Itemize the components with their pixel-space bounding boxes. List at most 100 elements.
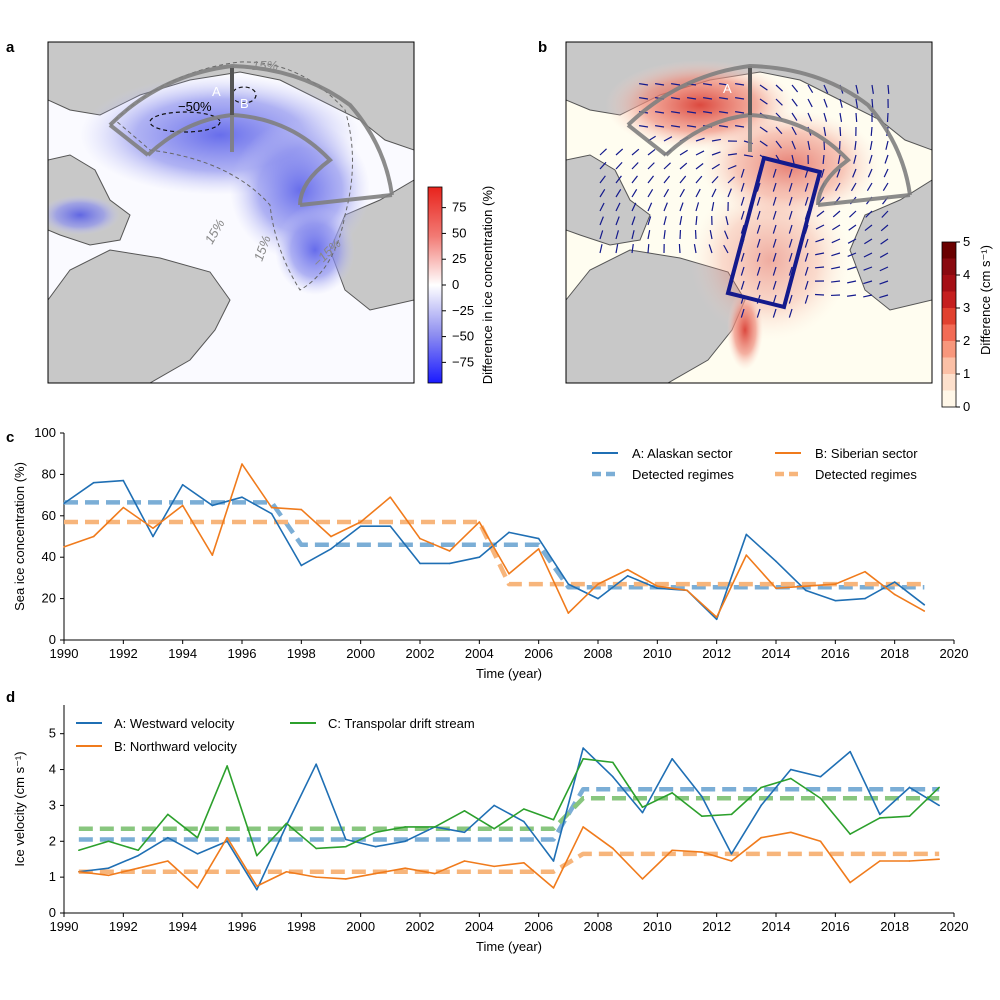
data-point: [92, 481, 95, 484]
velocity-arrow: [756, 238, 761, 248]
velocity-arrow: [853, 154, 857, 164]
velocity-arrow: [631, 230, 635, 240]
velocity-arrow: [725, 216, 729, 226]
data-point: [730, 853, 733, 855]
velocity-arrow: [879, 294, 889, 299]
data-point: [404, 826, 406, 828]
velocity-arrow: [804, 252, 809, 262]
x-tick-label: 2004: [465, 646, 494, 661]
velocity-arrow: [709, 230, 713, 240]
data-point: [107, 840, 110, 843]
map-b-land-canada: [566, 154, 651, 246]
velocity-arrow: [615, 244, 619, 254]
y-tick-label: 5: [49, 726, 56, 741]
map-b-transpolar-box: [725, 155, 823, 310]
velocity-arrow: [822, 154, 825, 165]
panel-d-letter: d: [6, 689, 15, 706]
x-tick-label: 2010: [643, 919, 672, 934]
x-tick-label: 1992: [109, 646, 138, 661]
velocity-arrow: [788, 266, 793, 276]
x-tick-label: 2002: [406, 646, 435, 661]
velocity-arrow: [869, 140, 873, 150]
x-tick-label: 2000: [346, 646, 375, 661]
data-point: [760, 836, 762, 839]
velocity-arrow: [788, 168, 793, 178]
velocity-arrow: [615, 148, 624, 156]
colorbar-b-segment: [942, 390, 956, 407]
velocity-arrow: [788, 224, 793, 234]
x-tick-label: 2016: [821, 646, 850, 661]
velocity-arrow: [756, 182, 761, 192]
map-a-label-A: A: [212, 84, 221, 99]
velocity-arrow: [756, 252, 761, 262]
velocity-arrow: [775, 84, 783, 92]
velocity-arrow: [740, 308, 745, 318]
velocity-arrow: [631, 175, 638, 184]
velocity-arrow: [679, 175, 687, 184]
velocity-arrow: [815, 224, 825, 230]
series-line-1: [78, 826, 940, 889]
velocity-arrow: [772, 252, 777, 262]
data-point: [908, 815, 911, 817]
data-point: [597, 583, 599, 585]
data-point: [552, 887, 555, 889]
velocity-arrow: [848, 224, 857, 231]
velocity-arrow: [788, 210, 793, 220]
velocity-arrow: [791, 98, 798, 107]
velocity-arrow: [655, 111, 665, 114]
x-tick-label: 1994: [168, 919, 197, 934]
data-point: [523, 820, 525, 823]
velocity-arrow: [740, 182, 745, 192]
velocity-arrow: [807, 112, 813, 122]
data-point: [107, 874, 110, 877]
velocity-arrow: [837, 154, 841, 164]
velocity-arrow: [740, 196, 745, 206]
velocity-arrow: [679, 149, 688, 156]
data-point: [448, 562, 451, 565]
x-tick-label: 1996: [228, 919, 257, 934]
velocity-arrow: [639, 97, 649, 100]
map-a-anomaly-south: [275, 205, 355, 295]
velocity-arrow: [671, 111, 681, 114]
legend-label: Detected regimes: [815, 467, 917, 482]
data-point: [463, 831, 466, 834]
velocity-arrow: [864, 238, 873, 245]
data-point: [122, 479, 125, 482]
data-point: [434, 872, 436, 875]
velocity-arrow: [723, 244, 729, 254]
data-point: [211, 504, 214, 507]
data-point: [167, 860, 169, 862]
data-point: [864, 597, 866, 600]
y-tick-label: 4: [49, 762, 56, 777]
x-tick-label: 2006: [524, 646, 553, 661]
colorbar-b-segment: [942, 324, 956, 341]
data-point: [181, 504, 184, 507]
series-line-0: [63, 479, 925, 621]
velocity-arrow: [727, 165, 737, 170]
velocity-arrow: [703, 111, 713, 114]
map-a-anomaly-west: [48, 195, 120, 235]
velocity-arrow: [807, 98, 813, 108]
velocity-arrow: [740, 168, 745, 178]
velocity-arrow: [679, 202, 684, 212]
map-b-land-russia: [849, 179, 932, 311]
data-point: [671, 849, 673, 852]
data-point: [359, 525, 362, 527]
velocity-arrow: [791, 126, 797, 136]
colorbar-b-segment: [942, 258, 956, 275]
velocity-arrow: [756, 210, 761, 220]
velocity-arrow: [816, 210, 825, 217]
data-point: [152, 527, 154, 530]
data-point: [196, 853, 199, 855]
velocity-arrow: [727, 153, 737, 156]
data-point: [508, 572, 510, 575]
velocity-arrow: [695, 150, 705, 156]
colorbar-b-segment: [942, 308, 956, 325]
velocity-arrow: [852, 168, 857, 178]
data-point: [879, 860, 881, 862]
x-tick-label: 2016: [821, 919, 850, 934]
velocity-arrow: [854, 140, 857, 151]
colorbar-b-tick-label: 5: [963, 234, 970, 249]
data-point: [864, 570, 866, 573]
velocity-arrow: [671, 125, 681, 128]
